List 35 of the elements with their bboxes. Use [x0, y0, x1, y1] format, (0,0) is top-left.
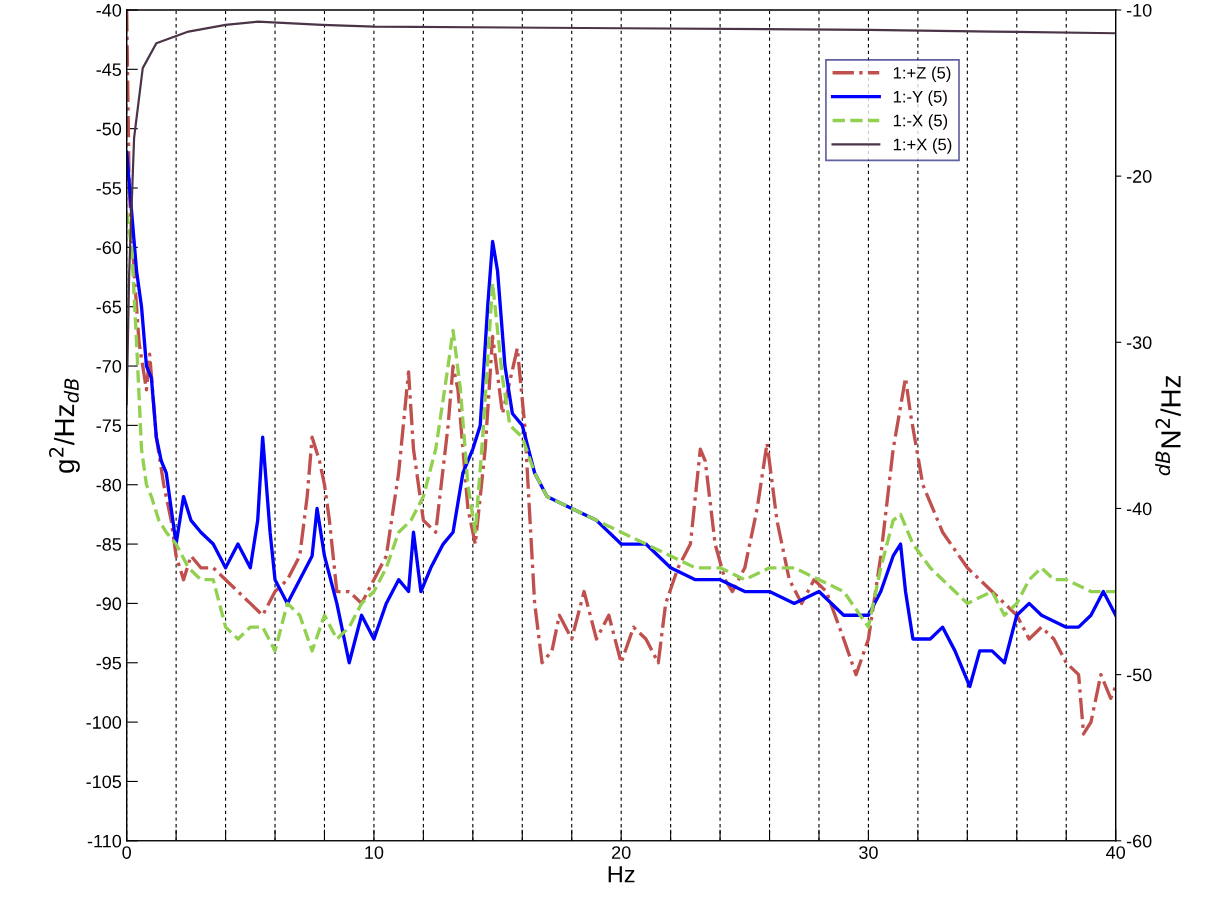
y-tick-label: -60 [96, 241, 122, 255]
x-axis-title: Hz [608, 866, 635, 883]
y-tick-label: -110 [87, 834, 122, 848]
legend-label: 1:-Y (5) [893, 90, 947, 106]
legend-label: 1:+Z (5) [893, 66, 951, 83]
legend-label: 1:+X (5) [893, 138, 952, 154]
y-tick-label: -80 [96, 478, 122, 492]
legend-label: 1:-X (5) [893, 114, 948, 130]
y-tick-label: -40 [96, 3, 122, 17]
y2-tick-label: -30 [1126, 336, 1152, 350]
y-tick-label: -45 [96, 63, 122, 77]
y-tick-label: -50 [96, 122, 122, 136]
x-tick-label: 40 [1106, 846, 1126, 859]
line-series [126, 20, 1116, 405]
y-tick-label: -85 [96, 538, 122, 551]
x-tick-label: 0 [122, 846, 131, 859]
y-tick-label: -75 [96, 419, 122, 433]
y2-tick-label: -20 [1126, 170, 1152, 183]
y2-tick-label: -60 [1126, 834, 1152, 848]
x-tick-label: 30 [859, 846, 878, 859]
x-tick-label: 20 [612, 846, 631, 859]
y2-tick-label: -40 [1126, 502, 1152, 516]
y-tick-label: -95 [96, 656, 122, 670]
y2-axis-title: $^{dB}$N$^{2}$/Hz [1155, 375, 1181, 476]
y-tick-label: -70 [96, 359, 122, 373]
x-tick-label: 10 [365, 846, 384, 859]
y2-tick-label: -10 [1126, 3, 1152, 17]
y-tick-label: -90 [96, 597, 122, 611]
line-series [126, 210, 1116, 653]
y-axis-title: g$^{2}$/Hz$_{dB}$ [49, 378, 80, 473]
y-tick-label: -65 [96, 300, 122, 314]
y-tick-label: -105 [86, 775, 122, 789]
y2-tick-label: -50 [1126, 668, 1152, 682]
y-tick-label: -100 [86, 716, 122, 729]
y-tick-label: -55 [96, 182, 122, 195]
